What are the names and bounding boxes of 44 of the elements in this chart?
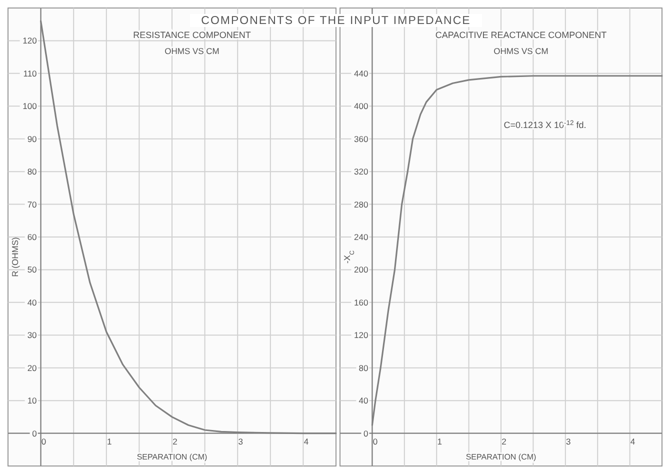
x-tick-label: 4 <box>630 436 636 446</box>
y-tick-label: 10 <box>27 396 38 406</box>
text: CAPACITIVE REACTANCE COMPONENT <box>435 30 608 40</box>
x-tick-label: 4 <box>304 436 309 446</box>
text: RESISTANCE COMPONENT <box>133 30 252 40</box>
y-tick-label: 80 <box>27 166 38 177</box>
x-tick-label: 2 <box>172 436 178 446</box>
y-tick-label: 90 <box>27 134 38 144</box>
y-tick-label: 40 <box>358 396 368 406</box>
y-axis-title: R (OHMS) <box>10 237 20 277</box>
y-tick-label: 100 <box>22 101 38 112</box>
y-tick-label: 120 <box>354 330 368 340</box>
y-tick-label: 40 <box>27 297 38 308</box>
y-tick-label: 110 <box>23 68 38 78</box>
y-tick-label: 160 <box>354 297 368 308</box>
text: OHMS VS CM <box>494 46 548 56</box>
y-tick-label: 70 <box>27 199 38 210</box>
x-tick-label: 3 <box>238 436 244 446</box>
y-tick-label: 120 <box>22 36 38 46</box>
x-axis-title: SEPARATION (CM) <box>136 452 208 462</box>
y-tick-label: 360 <box>354 134 368 144</box>
annotation: COMPONENTS OF THE INPUT IMPEDANCE <box>201 15 471 27</box>
y-tick-label: 240 <box>354 232 368 242</box>
x-axis-title: SEPARATION (CM) <box>466 452 537 462</box>
x-tick-label: 1 <box>107 436 112 446</box>
x-tick-label: 3 <box>566 436 572 446</box>
text: OHMS VS CM <box>164 46 220 56</box>
y-tick-label: 80 <box>358 362 368 373</box>
x-tick-label: 0 <box>41 436 46 446</box>
y-tick-label: 320 <box>354 166 368 177</box>
y-tick-label: 400 <box>354 101 368 112</box>
y-tick-label: 20 <box>27 362 38 373</box>
annotation: C=0.1213 X 10$^{-12}$ fd. <box>504 120 586 130</box>
y-tick-label: 50 <box>27 264 38 275</box>
x-tick-label: 1 <box>437 436 442 446</box>
y-tick-label: 0 <box>32 428 38 438</box>
y-tick-label: 60 <box>27 232 38 242</box>
y-tick-label: 0 <box>363 428 368 438</box>
y-tick-label: 440 <box>354 68 368 78</box>
x-tick-label: 2 <box>502 436 507 446</box>
x-tick-label: 0 <box>372 436 378 446</box>
y-tick-label: 280 <box>354 199 368 210</box>
y-tick-label: 30 <box>27 330 38 340</box>
y-tick-label: 200 <box>354 264 368 275</box>
